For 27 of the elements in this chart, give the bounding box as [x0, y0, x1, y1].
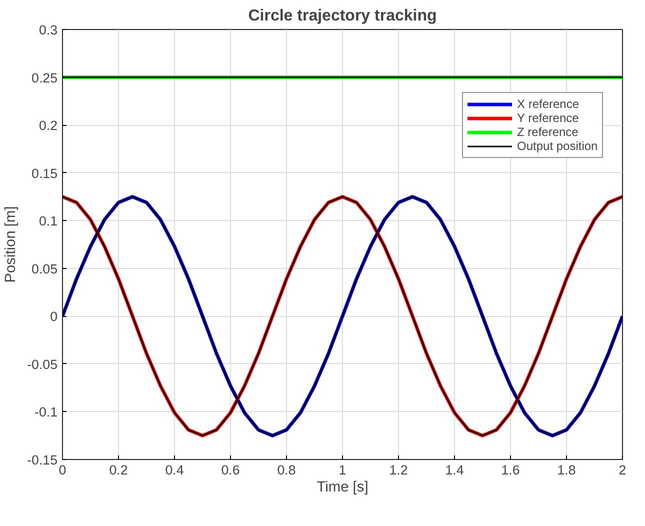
y-tick-label: -0.05 [27, 356, 58, 372]
y-tick-label: -0.15 [27, 452, 58, 468]
y-tick-label: 0.05 [32, 261, 58, 276]
y-tick-label: 0.15 [32, 166, 58, 181]
legend-label: Y reference [517, 111, 579, 126]
x-tick-label: 1 [338, 462, 346, 478]
legend-label: Z reference [517, 125, 578, 140]
y-tick-label: -0.1 [34, 404, 58, 420]
x-tick-label: 0.2 [109, 462, 128, 478]
x-axis-title: Time [s] [316, 480, 368, 496]
x-tick-label: 1.6 [501, 462, 520, 478]
y-tick-label: 0.2 [38, 118, 58, 134]
y-tick-label: 0 [50, 309, 58, 324]
x-tick-label: 1.8 [557, 462, 576, 478]
legend-label: Output position [517, 139, 598, 154]
x-tick-label: 0.4 [165, 462, 184, 478]
x-tick-label: 0.6 [221, 462, 240, 478]
x-tick-label: 2 [618, 462, 626, 478]
x-tick-label: 0.8 [277, 462, 296, 478]
x-tick-label: 1.2 [389, 462, 408, 478]
y-tick-label: 0.25 [32, 70, 58, 86]
y-tick-label: 0.1 [38, 214, 58, 229]
legend-label: X reference [517, 97, 580, 112]
y-axis-title: Position [m] [3, 206, 20, 283]
y-tick-label: 0.3 [38, 22, 58, 38]
chart-title: Circle trajectory tracking [248, 8, 437, 24]
x-tick-label: 1.4 [445, 462, 464, 478]
